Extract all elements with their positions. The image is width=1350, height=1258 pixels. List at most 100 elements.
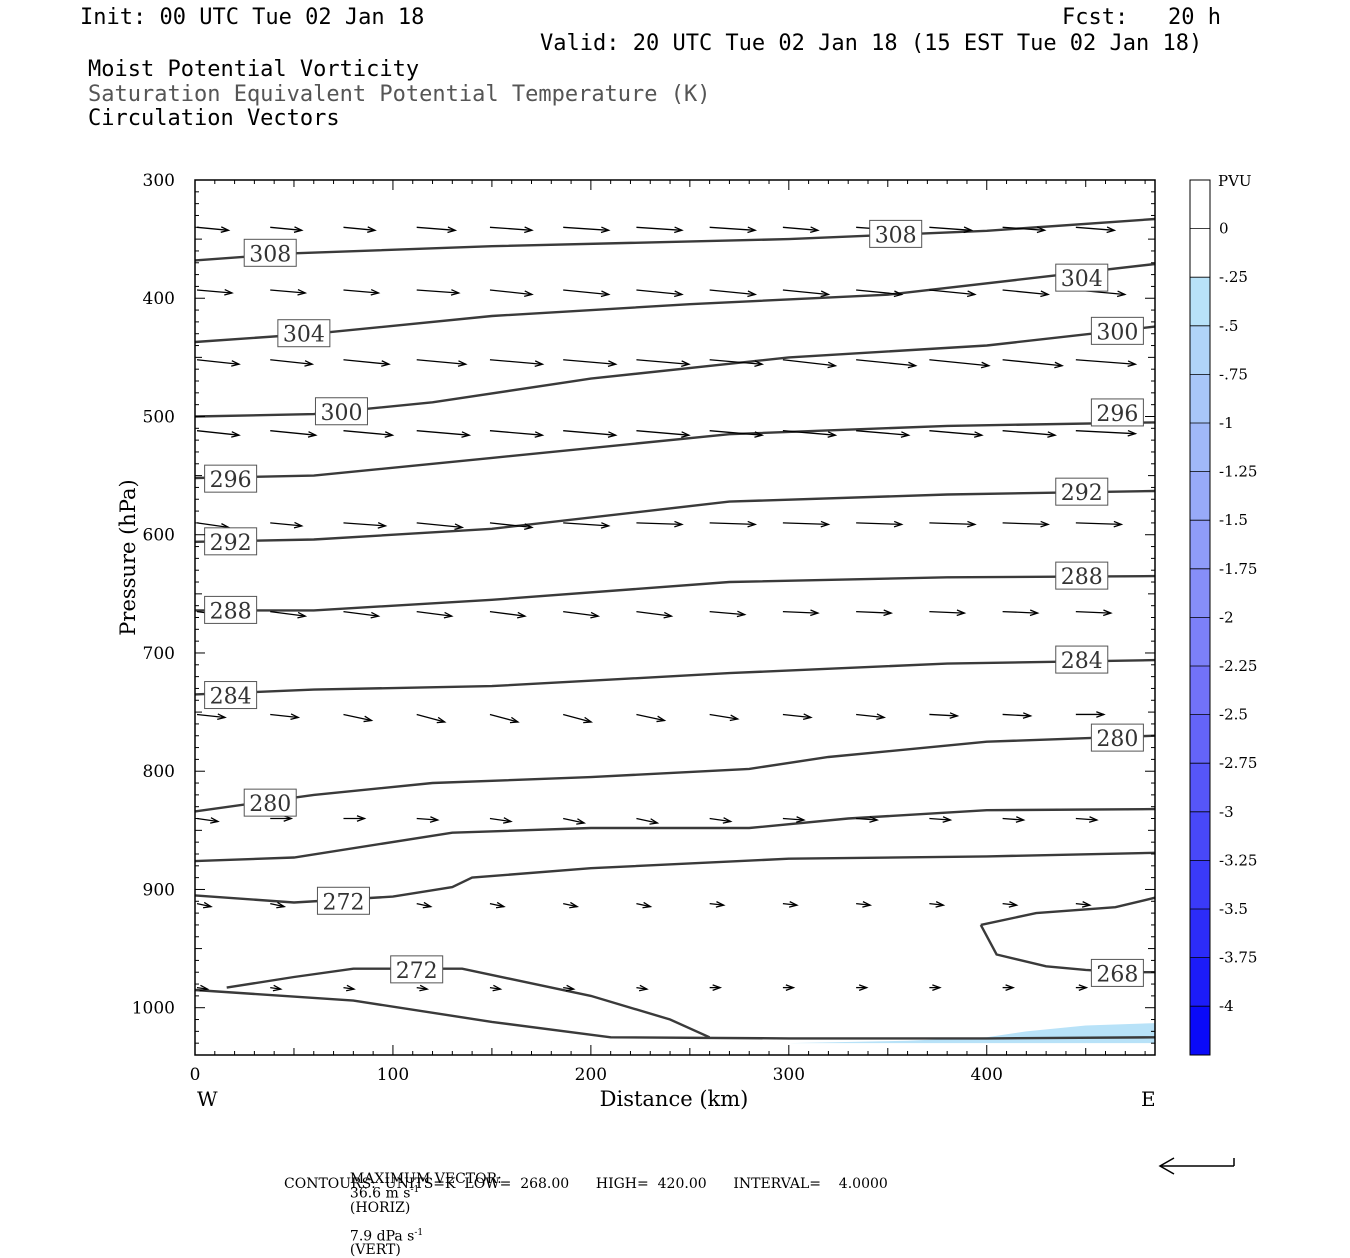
vector-shaft — [1075, 610, 1111, 614]
vector-head — [642, 901, 653, 909]
vector-shaft — [1002, 817, 1024, 821]
vector-shaft — [196, 522, 229, 529]
vector-head — [600, 522, 611, 529]
colorbar-swatch — [1190, 860, 1210, 909]
vector-shaft — [416, 226, 456, 231]
vector-shaft — [1002, 713, 1031, 717]
horiz-tag: (HORIZ) — [349, 1199, 411, 1216]
vector-shaft — [636, 713, 665, 722]
vector-head — [454, 523, 465, 531]
circulation-vector — [489, 226, 534, 234]
contour-label: 272 — [390, 955, 444, 984]
vector-shaft — [856, 289, 902, 296]
circulation-vector — [636, 713, 667, 723]
contour-label: 308 — [243, 238, 297, 267]
vector-head — [754, 431, 765, 438]
contour-label-box — [314, 397, 368, 426]
vector-shaft — [196, 713, 226, 719]
vector-shaft — [416, 713, 445, 723]
circulation-vector — [856, 816, 880, 823]
vector-head — [600, 226, 611, 234]
x-tick-label: 0 — [190, 1065, 201, 1085]
contour-label-box — [204, 527, 258, 556]
contour-label-box — [1055, 263, 1109, 292]
vector-shaft — [709, 226, 756, 231]
vector-shaft — [709, 610, 745, 616]
circulation-vector — [1002, 289, 1050, 298]
vector-head — [283, 815, 294, 822]
y-tick-label: 300 — [143, 171, 175, 191]
vector-shaft — [489, 226, 532, 231]
circulation-vector — [563, 901, 580, 909]
vector-head — [649, 818, 660, 825]
vector-head — [1081, 901, 1092, 908]
vector-shaft — [416, 903, 431, 908]
vector-shaft — [196, 359, 240, 365]
vector-shaft — [563, 713, 592, 723]
vector-head — [502, 817, 513, 824]
circulation-vector — [782, 359, 838, 369]
contour-label-text: 300 — [320, 401, 362, 426]
vector-head — [722, 817, 733, 824]
circulation-vector — [709, 226, 758, 234]
circulation-vector — [1002, 712, 1033, 719]
vector-shaft — [636, 289, 682, 296]
y-tick-label: 400 — [143, 289, 175, 309]
colorbar-swatch — [1190, 325, 1210, 375]
contour-line-288 — [195, 574, 1156, 612]
contour-line-276 — [194, 807, 1156, 863]
vector-head — [524, 523, 534, 530]
vector-shaft — [416, 430, 470, 436]
circulation-vector — [416, 816, 440, 823]
vector-shaft — [563, 289, 609, 296]
circulation-vector — [416, 610, 454, 619]
colorbar-label: -1.25 — [1219, 463, 1257, 481]
vector-shaft — [929, 610, 965, 614]
contour-label-text: 284 — [210, 685, 252, 710]
vector-shaft — [489, 289, 533, 296]
vector-shaft — [343, 289, 379, 294]
vector-shaft — [1075, 522, 1122, 526]
colorbar-swatch — [1190, 277, 1210, 326]
vector-head — [346, 984, 356, 992]
vector-shaft — [489, 359, 543, 365]
circulation-vector — [636, 817, 660, 825]
circulation-vector — [270, 521, 304, 529]
vector-head — [202, 901, 213, 909]
contour-label-box — [1055, 561, 1109, 590]
colorbar-title: PVU — [1218, 172, 1252, 190]
contour-label-box — [277, 319, 331, 348]
circulation-vector — [782, 901, 799, 908]
contour-label-box — [204, 681, 258, 710]
pv-shading — [689, 1023, 1155, 1044]
vector-shaft — [563, 522, 609, 527]
circulation-vector — [416, 226, 458, 234]
vector-head — [1113, 520, 1124, 528]
vector-head — [377, 522, 388, 529]
vector-head — [422, 901, 433, 909]
vector-head — [569, 901, 580, 909]
circulation-vector — [1002, 901, 1019, 908]
vector-head — [293, 226, 304, 233]
contour-label-text: 272 — [322, 890, 364, 915]
circulation-vector — [196, 901, 213, 909]
vector-shaft — [489, 430, 543, 436]
vector-shaft — [1075, 359, 1136, 365]
vector-head — [810, 609, 820, 617]
vector-head — [231, 360, 241, 367]
circulation-vector — [1075, 609, 1113, 617]
vector-shaft — [196, 817, 219, 823]
vector-shaft — [1075, 817, 1097, 821]
circulation-vector — [270, 984, 283, 992]
contour-label-text: 292 — [1061, 481, 1103, 506]
vector-shaft — [636, 430, 689, 436]
vector-shaft — [563, 226, 609, 231]
circulation-vector — [1002, 609, 1040, 617]
circulation-vector — [1075, 984, 1089, 991]
vector-head — [810, 226, 820, 234]
vector-head — [1008, 901, 1019, 908]
vector-shaft — [416, 817, 438, 821]
vector-head — [199, 984, 210, 992]
circulation-vector — [929, 520, 977, 528]
east-label: E — [1141, 1087, 1156, 1111]
